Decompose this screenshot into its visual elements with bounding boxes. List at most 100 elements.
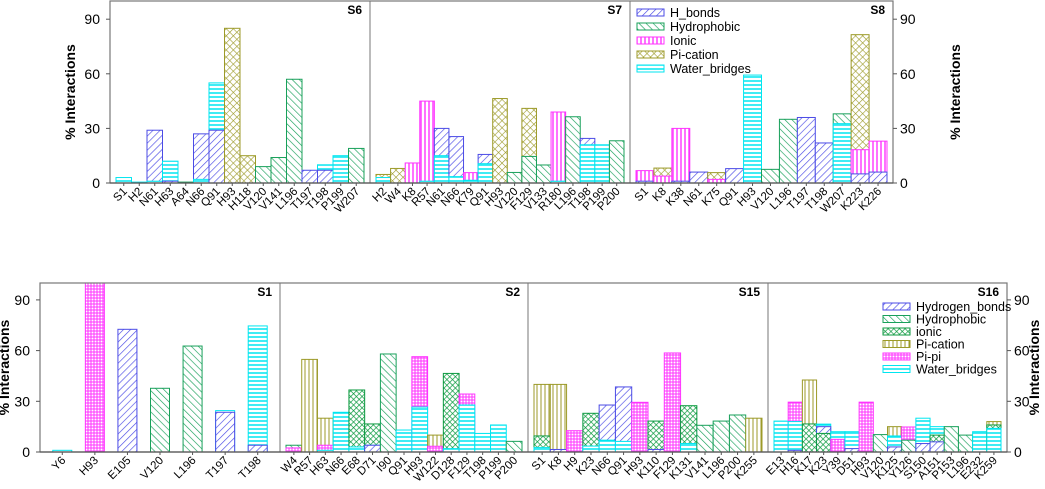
bar-S15-H9-pi-pi (566, 430, 584, 453)
bar-S1-V120-hydrophobic (150, 387, 170, 453)
bar-S8-T198-h_bonds (814, 142, 834, 184)
panel-label: S6 (347, 3, 362, 17)
y-axis-title-right: % Interactions (947, 44, 963, 140)
y-tick-label-right: 0 (1014, 444, 1022, 460)
panel-label: S1 (257, 285, 272, 299)
legend-swatch-hydrophobic (882, 315, 911, 323)
bar-S2-W122-pi-pi (427, 445, 444, 453)
x-tick-label: V120 (139, 455, 166, 482)
bar-S7-N61-water_bridges (433, 155, 450, 184)
bar-S6-P199-water_bridges (332, 155, 349, 184)
legend-label: Hydrogen_bonds (916, 300, 1011, 314)
bar-S15-V141-hydrophobic (696, 424, 714, 453)
bar-S8-T197-h_bonds (796, 116, 816, 184)
legend-label: Hydrophobic (670, 20, 740, 34)
legend-swatch-h_bonds (636, 8, 665, 17)
bar-S15-L196-hydrophobic (712, 420, 730, 453)
bar-S2-I90-hydrophobic (379, 353, 397, 453)
y-tick-label-left: 60 (14, 343, 30, 359)
bar-S8-K38-ionic (671, 127, 691, 184)
bar-S2-R57-pi-cation (301, 358, 318, 453)
bar-S16-K23-ionic (816, 432, 832, 453)
y-tick-label-left: 90 (14, 292, 30, 308)
bar-S7-K8-ionic (404, 162, 421, 184)
legend-swatch-hydrophobic (636, 22, 665, 31)
legend-label: Hydrophobic (916, 313, 986, 327)
bar-S16-P153-hydrophobic (943, 426, 959, 453)
panel-label: S15 (739, 285, 761, 299)
bar-S8-K223-h_bonds (850, 173, 870, 184)
bar-S16-H93-pi-pi (858, 401, 874, 453)
x-tick-label: K75 (700, 186, 723, 209)
bar-S16-K17-ionic (801, 423, 818, 453)
legend-label: Water_bridges (916, 363, 997, 377)
legend-swatch-ionic (636, 36, 665, 45)
y-tick-label-right: 90 (900, 11, 916, 27)
bar-S7-F129-hydrophobic (521, 155, 537, 184)
y-tick-label-right: 0 (900, 175, 908, 191)
x-tick-label: L196 (172, 455, 199, 482)
bar-S6-V120-hydrophobic (255, 166, 272, 184)
legend-label: Pi-pi (916, 350, 941, 364)
bar-S6-L196-hydrophobic (286, 78, 303, 184)
bar-S1-E105-hydrogen_bonds (117, 328, 138, 453)
bar-S7-H93-pi-cation (492, 98, 508, 184)
bar-S15-K131-water_bridges (680, 443, 698, 453)
legend-swatch-pi-cation (882, 340, 911, 348)
legend-swatch-pi-cation (636, 50, 665, 59)
bar-S2-H93-water_bridges (411, 406, 429, 453)
legend-label: ionic (916, 325, 942, 339)
bar-S6-W207-hydrophobic (348, 147, 365, 184)
bar-S15-P200-hydrophobic (728, 414, 747, 453)
bar-S8-L196-hydrophobic (778, 118, 798, 184)
y-axis-title-left: % Interactions (62, 44, 78, 140)
x-tick-label: S1 (633, 186, 651, 204)
x-tick-label: Y6 (50, 455, 68, 473)
panel-label: S7 (607, 3, 622, 17)
y-tick-label-right: 60 (900, 66, 916, 82)
y-tick-label-right: 60 (1014, 343, 1030, 359)
y-tick-label-right: 90 (1014, 292, 1030, 308)
panel-label: S16 (978, 285, 1000, 299)
bar-S15-Q91-water_bridges (614, 440, 633, 453)
bar-S15-K110-ionic (647, 420, 665, 453)
bar-S16-E232-water_bridges (972, 431, 988, 453)
bar-S1-H93-pi-pi (84, 282, 105, 453)
y-tick-label-left: 60 (84, 66, 100, 82)
x-tick-label: H93 (78, 455, 101, 478)
bar-S7-N66-water_bridges (448, 176, 465, 184)
bar-S2-E68-ionic (348, 389, 366, 453)
legend-label: Pi-cation (670, 48, 719, 62)
x-tick-label: T197 (204, 455, 231, 482)
y-tick-label-left: 0 (92, 175, 100, 191)
bar-S6-Q91-h_bonds (208, 129, 225, 184)
bar-S7-H2-water_bridges (375, 177, 392, 184)
legend-swatch-ionic (882, 327, 911, 336)
bar-S2-W4-pi-pi (285, 447, 303, 453)
bar-S1-T198-hydrogen_bonds (247, 444, 268, 453)
y-tick-label-left: 0 (22, 444, 30, 460)
bar-S1-L196-hydrophobic (182, 345, 203, 453)
legend-swatch-pi-pi (882, 352, 911, 361)
panel-label: S8 (870, 3, 885, 17)
bar-S8-N61-h_bonds (689, 171, 709, 184)
bar-S16-S150-hydrogen_bonds (915, 443, 931, 453)
bar-S2-N66-water_bridges (332, 411, 350, 453)
bar-S8-V120-hydrophobic (761, 168, 780, 184)
x-tick-label: K38 (664, 186, 687, 209)
legend-label: Pi-cation (916, 338, 965, 352)
bar-S15-H93-pi-pi (631, 401, 649, 453)
bar-S1-T197-hydrogen_bonds (215, 411, 236, 453)
bar-S15-K23-water_bridges (582, 445, 600, 453)
bar-S15-F129-pi-pi (663, 352, 682, 453)
bar-S7-T198-water_bridges (579, 144, 596, 184)
legend-label: Ionic (670, 34, 696, 48)
bar-S6-T198-h_bonds (317, 169, 334, 184)
bar-S7-V120-hydrophobic (506, 171, 523, 184)
bar-S2-E68-water_bridges (348, 446, 366, 453)
bar-S15-K255-pi-cation (745, 417, 763, 453)
x-tick-label: E105 (106, 455, 133, 482)
bar-S16-A151-hydrogen_bonds (929, 441, 945, 453)
bar-S6-T197-h_bonds (301, 169, 318, 184)
bar-S6-N66-h_bonds (193, 133, 210, 184)
